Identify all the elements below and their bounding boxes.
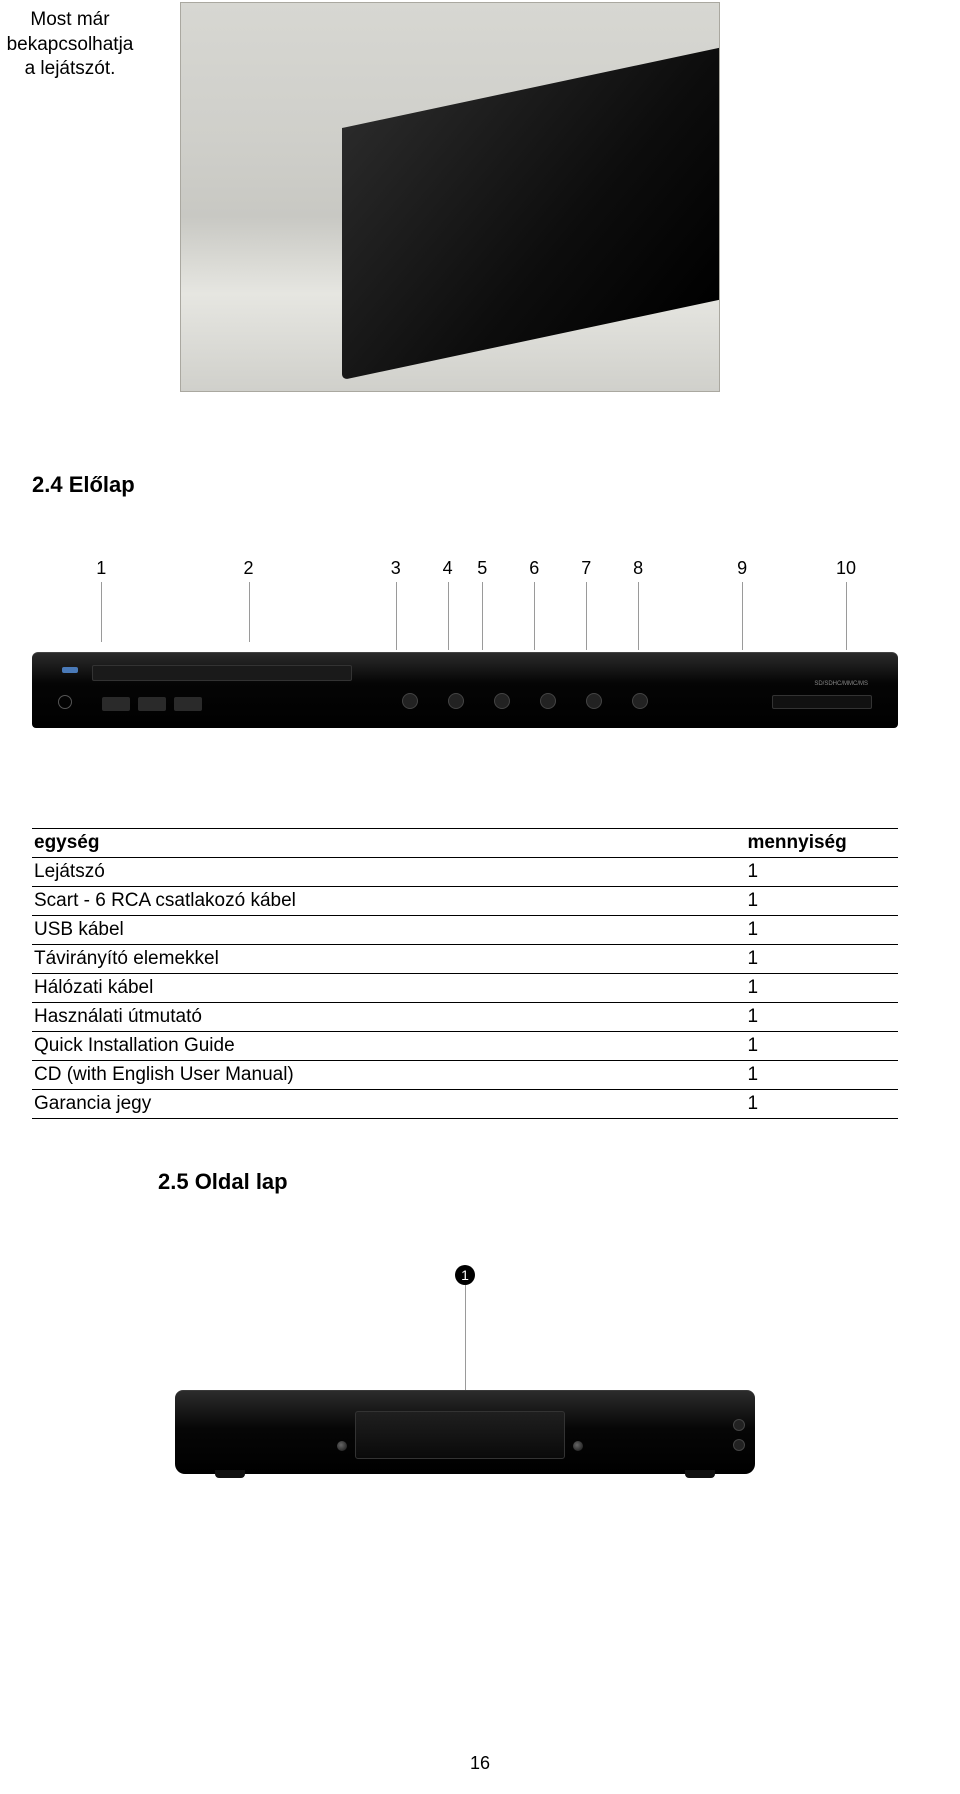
side-panel-image <box>175 1390 755 1474</box>
callout-line <box>396 582 397 650</box>
table-cell-unit: Quick Installation Guide <box>32 1032 707 1061</box>
callout-line <box>101 582 102 642</box>
intro-text: Most már bekapcsolhatja a lejátszót. <box>0 0 140 82</box>
callout-line <box>846 582 847 650</box>
side-marker-1: 1 <box>455 1265 475 1285</box>
table-cell-unit: Garancia jegy <box>32 1090 707 1119</box>
table-cell-unit: Használati útmutató <box>32 1003 707 1032</box>
table-cell-qty: 1 <box>707 1032 898 1061</box>
callout-number: 7 <box>581 558 591 579</box>
table-header-unit: egység <box>32 829 707 858</box>
table-cell-qty: 1 <box>707 916 898 945</box>
callout-number: 10 <box>836 558 856 579</box>
table-row: Garancia jegy1 <box>32 1090 898 1119</box>
table-cell-qty: 1 <box>707 1090 898 1119</box>
callout-number: 6 <box>529 558 539 579</box>
table-cell-qty: 1 <box>707 945 898 974</box>
callout-line <box>448 582 449 650</box>
front-panel-image: SD/SDHC/MMC/MS <box>32 652 898 728</box>
table-row: Használati útmutató1 <box>32 1003 898 1032</box>
side-callout-diagram: 1 <box>175 1265 755 1474</box>
table-row: Scart - 6 RCA csatlakozó kábel1 <box>32 887 898 916</box>
callout-number: 9 <box>737 558 747 579</box>
callout-number: 3 <box>391 558 401 579</box>
table-row: Hálózati kábel1 <box>32 974 898 1003</box>
contents-table: egység mennyiség Lejátszó1Scart - 6 RCA … <box>32 828 898 1119</box>
callout-line <box>534 582 535 650</box>
table-cell-qty: 1 <box>707 887 898 916</box>
callout-number: 1 <box>96 558 106 579</box>
table-cell-qty: 1 <box>707 1003 898 1032</box>
callout-line <box>742 582 743 650</box>
front-callout-diagram: 1 2 3 4 5 6 7 8 9 10 SD/SDHC/MMC/MS <box>32 558 898 758</box>
section-front-heading: 2.4 Előlap <box>32 472 930 498</box>
table-cell-qty: 1 <box>707 1061 898 1090</box>
section-side-heading: 2.5 Oldal lap <box>158 1169 930 1195</box>
table-cell-unit: Hálózati kábel <box>32 974 707 1003</box>
callout-number: 4 <box>443 558 453 579</box>
table-row: CD (with English User Manual)1 <box>32 1061 898 1090</box>
table-header-qty: mennyiség <box>707 829 898 858</box>
intro-line1: Most már <box>30 9 109 30</box>
table-cell-unit: Scart - 6 RCA csatlakozó kábel <box>32 887 707 916</box>
table-cell-qty: 1 <box>707 858 898 887</box>
callout-number: 8 <box>633 558 643 579</box>
table-row: Lejátszó1 <box>32 858 898 887</box>
table-cell-unit: Lejátszó <box>32 858 707 887</box>
callout-line <box>249 582 250 642</box>
page-number: 16 <box>0 1753 960 1774</box>
callout-number: 2 <box>243 558 253 579</box>
table-cell-unit: Távirányító elemekkel <box>32 945 707 974</box>
callout-line <box>586 582 587 650</box>
table-row: Quick Installation Guide1 <box>32 1032 898 1061</box>
callout-line <box>638 582 639 650</box>
table-row: USB kábel1 <box>32 916 898 945</box>
table-cell-qty: 1 <box>707 974 898 1003</box>
card-slot-label: SD/SDHC/MMC/MS <box>814 681 868 687</box>
device-photo <box>180 2 720 392</box>
table-cell-unit: CD (with English User Manual) <box>32 1061 707 1090</box>
callout-number: 5 <box>477 558 487 579</box>
intro-line3: a lejátszót. <box>25 58 116 79</box>
callout-line <box>482 582 483 650</box>
intro-line2: bekapcsolhatja <box>7 34 134 55</box>
table-cell-unit: USB kábel <box>32 916 707 945</box>
table-row: Távirányító elemekkel1 <box>32 945 898 974</box>
